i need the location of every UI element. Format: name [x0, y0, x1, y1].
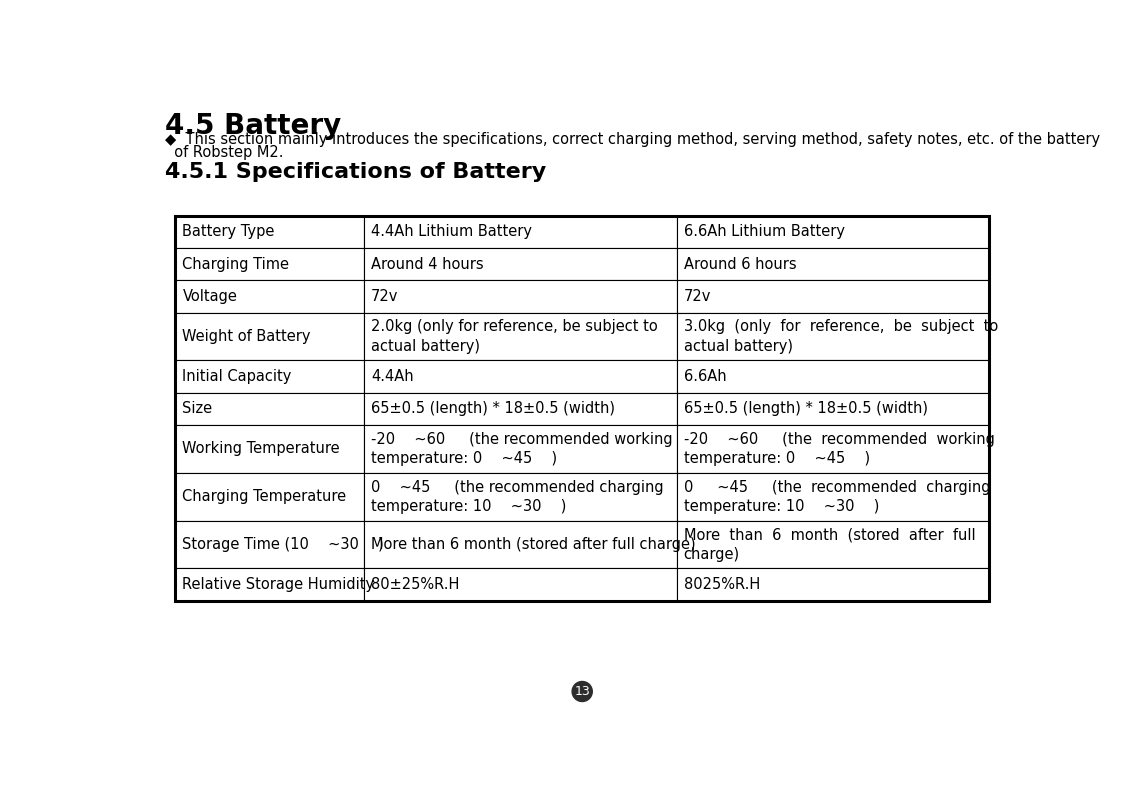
Bar: [175, 425, 365, 473]
Bar: [175, 248, 365, 280]
Bar: [175, 568, 365, 601]
Bar: [365, 216, 677, 248]
Bar: [175, 361, 365, 392]
Text: ◆  This section mainly introduces the specifications, correct charging method, s: ◆ This section mainly introduces the spe…: [165, 132, 1101, 147]
Text: More  than  6  month  (stored  after  full
charge): More than 6 month (stored after full cha…: [684, 527, 975, 561]
Text: 2.0kg (only for reference, be subject to
actual battery): 2.0kg (only for reference, be subject to…: [371, 319, 658, 353]
Bar: [365, 392, 677, 425]
Bar: [677, 361, 989, 392]
Text: 80±25%R.H: 80±25%R.H: [371, 577, 460, 592]
Bar: [365, 425, 677, 473]
Bar: [175, 473, 365, 521]
Text: -20  ~60   (the  recommended  working
temperature: 0  ~45  ): -20 ~60 (the recommended working tempera…: [684, 432, 994, 466]
Bar: [175, 216, 365, 248]
Text: 72v: 72v: [371, 289, 399, 304]
Text: -20  ~60   (the recommended working
temperature: 0  ~45  ): -20 ~60 (the recommended working tempera…: [371, 432, 673, 466]
Text: Size: Size: [183, 401, 212, 416]
Text: 3.0kg  (only  for  reference,  be  subject  to
actual battery): 3.0kg (only for reference, be subject to…: [684, 319, 997, 353]
Bar: [365, 568, 677, 601]
Text: of Robstep M2.: of Robstep M2.: [165, 145, 284, 160]
Text: 6.6Ah: 6.6Ah: [684, 369, 726, 384]
Bar: [175, 313, 365, 361]
Text: 65±0.5 (length) * 18±0.5 (width): 65±0.5 (length) * 18±0.5 (width): [684, 401, 927, 416]
Text: Around 6 hours: Around 6 hours: [684, 256, 796, 271]
Text: Relative Storage Humidity: Relative Storage Humidity: [183, 577, 375, 592]
Bar: [677, 280, 989, 313]
Text: Charging Time: Charging Time: [183, 256, 290, 271]
Bar: [175, 280, 365, 313]
Text: Voltage: Voltage: [183, 289, 237, 304]
Bar: [677, 392, 989, 425]
Bar: [365, 248, 677, 280]
Bar: [175, 216, 989, 601]
Text: More than 6 month (stored after full charge): More than 6 month (stored after full cha…: [371, 537, 695, 552]
Bar: [365, 473, 677, 521]
Text: 0   ~45   (the  recommended  charging
temperature: 10  ~30  ): 0 ~45 (the recommended charging temperat…: [684, 479, 991, 513]
Bar: [677, 568, 989, 601]
Bar: [365, 280, 677, 313]
Text: Around 4 hours: Around 4 hours: [371, 256, 484, 271]
Bar: [677, 473, 989, 521]
Bar: [365, 521, 677, 568]
Text: 6.6Ah Lithium Battery: 6.6Ah Lithium Battery: [684, 224, 844, 240]
Text: Weight of Battery: Weight of Battery: [183, 329, 311, 344]
Bar: [365, 313, 677, 361]
Text: Battery Type: Battery Type: [183, 224, 275, 240]
Text: 0  ~45   (the recommended charging
temperature: 10  ~30  ): 0 ~45 (the recommended charging temperat…: [371, 479, 663, 513]
Bar: [677, 216, 989, 248]
Text: 4.5.1 Specifications of Battery: 4.5.1 Specifications of Battery: [165, 162, 546, 181]
Bar: [175, 392, 365, 425]
Text: 4.4Ah: 4.4Ah: [371, 369, 414, 384]
Text: Charging Temperature: Charging Temperature: [183, 490, 346, 504]
Bar: [677, 425, 989, 473]
Text: Storage Time (10  ~30  ): Storage Time (10 ~30 ): [183, 537, 384, 552]
Text: 72v: 72v: [684, 289, 711, 304]
Circle shape: [573, 681, 592, 701]
Bar: [677, 521, 989, 568]
Text: 65±0.5 (length) * 18±0.5 (width): 65±0.5 (length) * 18±0.5 (width): [371, 401, 616, 416]
Text: 13: 13: [575, 685, 590, 698]
Text: 8025%R.H: 8025%R.H: [684, 577, 760, 592]
Bar: [677, 248, 989, 280]
Bar: [677, 313, 989, 361]
Text: Initial Capacity: Initial Capacity: [183, 369, 292, 384]
Text: 4.5 Battery: 4.5 Battery: [165, 111, 342, 139]
Text: Working Temperature: Working Temperature: [183, 442, 340, 456]
Bar: [365, 361, 677, 392]
Bar: [175, 521, 365, 568]
Text: 4.4Ah Lithium Battery: 4.4Ah Lithium Battery: [371, 224, 532, 240]
